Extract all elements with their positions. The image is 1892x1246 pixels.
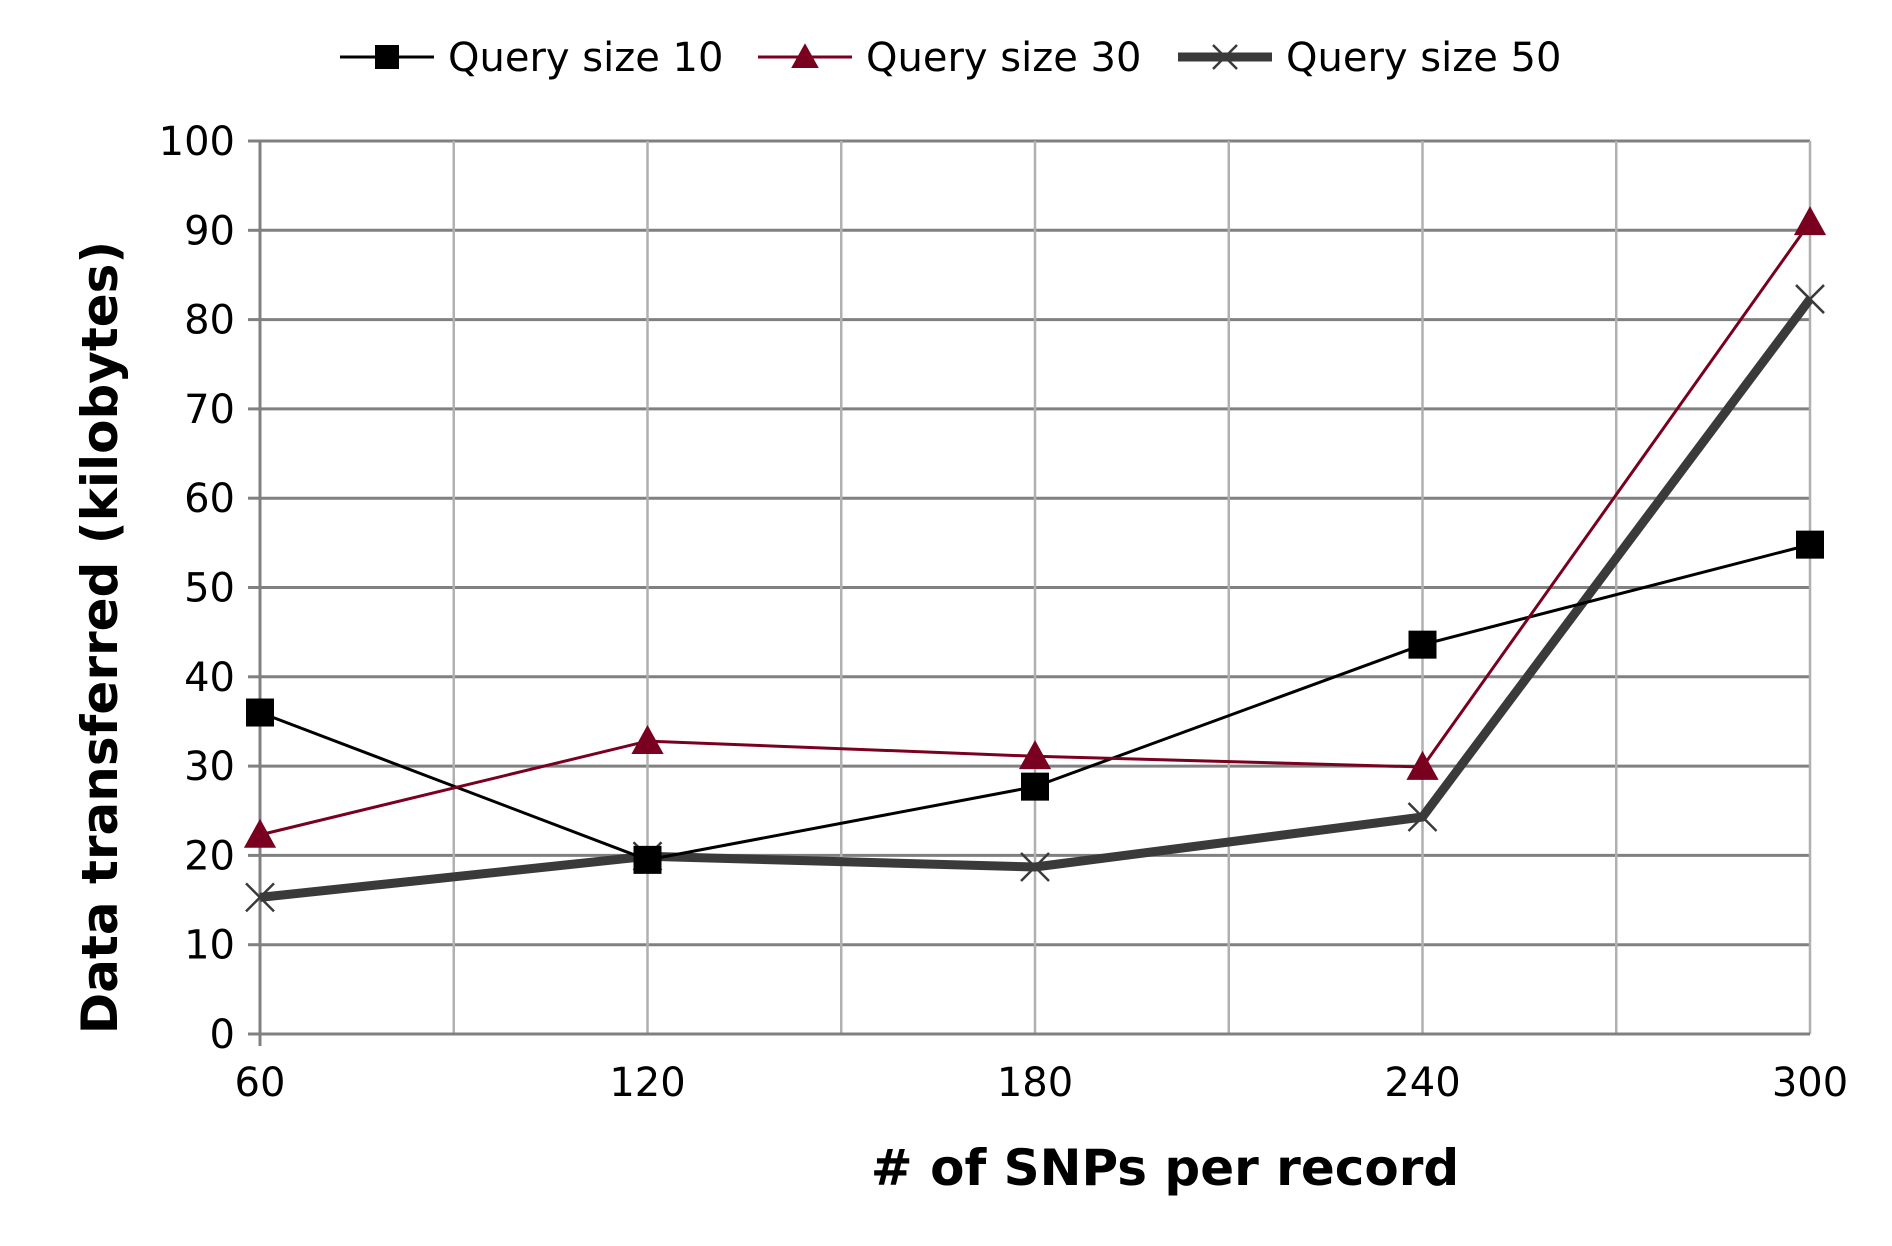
data-point (1796, 530, 1824, 559)
data-point (245, 882, 275, 913)
y-tick-label: 80 (184, 298, 235, 344)
data-point (375, 45, 399, 69)
x-tick-label: 60 (235, 1060, 286, 1106)
y-tick-label: 10 (184, 923, 235, 969)
data-point (1018, 740, 1052, 770)
legend-label: Query size 10 (448, 35, 723, 81)
data-point (1408, 630, 1437, 659)
data-point-stroke (1020, 852, 1050, 882)
x-tick-label: 120 (609, 1060, 685, 1106)
y-axis-title: Data transferred (kilobytes) (71, 241, 129, 1035)
data-point (1021, 772, 1049, 801)
y-tick-label: 60 (184, 476, 235, 522)
x-axis-title: # of SNPs per record (871, 1139, 1459, 1197)
y-tick-label: 0 (210, 1012, 235, 1058)
series-2 (243, 206, 1827, 848)
y-tick-label: 30 (184, 744, 235, 790)
y-tick-label: 90 (184, 208, 235, 254)
data-point (1795, 284, 1825, 314)
legend-item-1: Query size 10 (340, 35, 723, 81)
data-point (243, 818, 277, 848)
y-tick-label: 100 (159, 119, 235, 165)
series-lines (243, 206, 1827, 913)
y-tick-label: 40 (184, 655, 235, 701)
legend-label: Query size 50 (1286, 35, 1561, 81)
x-tick-label: 240 (1384, 1060, 1460, 1106)
data-point (1406, 750, 1439, 780)
data-point-stroke (1212, 44, 1238, 70)
data-point (633, 845, 662, 874)
legend: Query size 10 Query size 30 Query size 50 (340, 35, 1561, 81)
series-1 (246, 530, 1824, 874)
legend-item-2: Query size 30 (758, 35, 1141, 81)
tick-labels: 0 10 20 30 40 50 60 70 80 90 100 60 120 180 240 300 (159, 119, 1849, 1106)
data-point (1212, 44, 1238, 70)
data-point (631, 724, 664, 754)
y-tick-label: 70 (184, 387, 235, 433)
data-point-stroke (1795, 284, 1825, 314)
data-point (1793, 206, 1827, 236)
y-tick-label: 50 (184, 566, 235, 612)
data-point (246, 698, 274, 727)
data-point (1407, 802, 1438, 832)
legend-item-3: Query size 50 (1178, 35, 1561, 81)
grid-lines (260, 139, 1812, 1034)
y-tick-label: 20 (184, 833, 235, 879)
axes (248, 139, 1810, 1046)
legend-label: Query size 30 (866, 35, 1141, 81)
x-tick-label: 180 (997, 1060, 1073, 1106)
series-3 (245, 284, 1825, 913)
data-point-stroke (245, 882, 275, 913)
x-tick-label: 300 (1772, 1060, 1848, 1106)
data-point (1020, 852, 1050, 882)
data-point (791, 43, 819, 69)
data-point-stroke (1407, 802, 1438, 832)
